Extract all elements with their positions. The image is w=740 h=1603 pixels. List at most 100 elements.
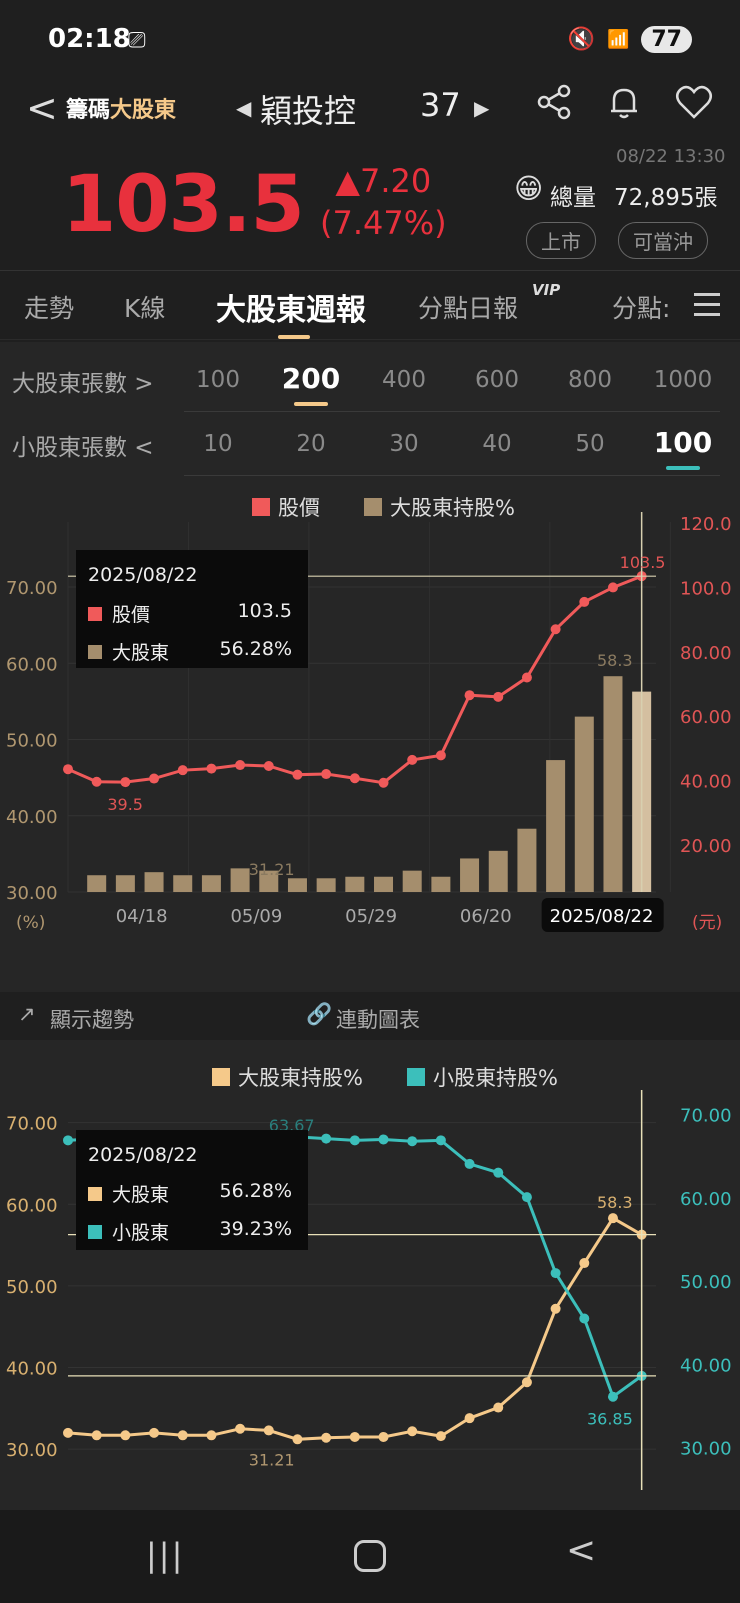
price-point	[292, 769, 303, 780]
small-opt-30[interactable]: 30	[389, 431, 419, 457]
tab-kline[interactable]: K線	[124, 294, 166, 323]
change-value: ▲7.20	[335, 162, 432, 200]
home-icon[interactable]	[354, 1540, 386, 1572]
price-holding-chart[interactable]: 70.00 60.00 50.00 40.00 30.00 120.0 100.0 80.00…	[0, 512, 740, 992]
link-icon[interactable]: 🔗	[306, 1002, 333, 1026]
big-opt-1000[interactable]: 1000	[653, 367, 713, 393]
small-opt-100[interactable]: 100	[653, 426, 713, 459]
price-point	[263, 761, 274, 771]
tooltip-date: 2025/08/22	[88, 1144, 198, 1166]
volume-value: 72,895張	[614, 185, 718, 211]
annotation-min-minor: 36.85	[587, 1410, 633, 1429]
price-point	[149, 773, 160, 784]
major-holder-point	[292, 1434, 303, 1445]
back-nav-icon[interactable]: <	[566, 1530, 597, 1571]
major-holder-line	[67, 1216, 643, 1441]
right-axis-unit: (元)	[692, 913, 722, 933]
price-point	[91, 776, 102, 787]
minor-holder-point	[435, 1135, 446, 1146]
small-selected-indicator	[666, 466, 700, 470]
chart1-legend: 股價 大股東持股%	[252, 492, 515, 522]
show-trend-link[interactable]: 顯示趨勢	[50, 1008, 134, 1032]
major-holder-point	[607, 1213, 618, 1224]
holding-bar	[431, 876, 451, 892]
volume-label: 總量	[550, 185, 596, 211]
tooltip-label: 小股東	[112, 1222, 170, 1244]
big-opt-400[interactable]: 400	[382, 367, 426, 393]
left-axis-tick: 30.00	[6, 1440, 58, 1461]
prev-stock-icon[interactable]: ◀	[236, 96, 252, 120]
menu-icon[interactable]	[694, 293, 720, 316]
price-point	[607, 582, 618, 593]
small-opt-10[interactable]: 10	[203, 431, 233, 457]
left-axis-tick: 40.00	[6, 807, 58, 828]
tab-branch-daily[interactable]: 分點日報	[418, 294, 519, 323]
annotation-price: 103.5	[620, 553, 666, 572]
heart-icon[interactable]	[672, 80, 716, 124]
trend-icon[interactable]: ↗	[18, 1002, 36, 1026]
tooltip-value: 103.5	[237, 600, 292, 622]
holders-compare-panel: 大股東持股% 小股東持股% 70.00 60.00 50.00 40.00 30.00 7…	[0, 1040, 740, 1510]
big-opt-100[interactable]: 100	[196, 367, 240, 393]
bell-icon[interactable]	[602, 80, 646, 124]
holding-bar	[574, 716, 594, 892]
price-point	[63, 764, 73, 775]
right-axis-tick: 30.00	[680, 1439, 732, 1460]
holders-compare-chart[interactable]: 70.00 60.00 50.00 40.00 30.00 70.00 60.00 50.00…	[0, 1090, 740, 1510]
big-holder-label: 大股東張數 >	[12, 371, 154, 397]
annotation-min-holding: 31.21	[249, 860, 295, 879]
battery-indicator: 77	[641, 26, 692, 53]
major-holder-point	[177, 1430, 188, 1441]
tab-major-holders[interactable]: 大股東週報	[216, 293, 366, 328]
tab-trend[interactable]: 走勢	[24, 294, 75, 323]
tab-branch[interactable]: 分點:	[612, 294, 671, 323]
left-axis-unit: (%)	[16, 913, 45, 933]
linked-chart-link[interactable]: 連動圖表	[336, 1008, 420, 1032]
major-holder-point	[550, 1303, 561, 1314]
vip-badge: VIP	[532, 281, 561, 299]
minor-holder-point	[464, 1158, 475, 1169]
price-point	[349, 773, 360, 784]
x-axis-tick: 05/29	[345, 906, 397, 927]
small-holder-selector: 小股東張數 < 10 20 30 40 50 100	[0, 416, 740, 476]
tooltip-label: 大股東	[112, 642, 170, 664]
major-holder-point	[120, 1430, 131, 1441]
left-axis-tick: 70.00	[6, 578, 58, 599]
holding-bar	[460, 858, 480, 892]
big-opt-800[interactable]: 800	[568, 367, 612, 393]
chart-options-bar: ↗ 顯示趨勢 🔗 連動圖表	[0, 992, 740, 1040]
brand-main: 大股東	[110, 98, 177, 123]
tooltip-swatch	[88, 1186, 102, 1201]
right-axis-tick: 40.00	[680, 1355, 732, 1376]
x-axis-badge: 2025/08/22	[550, 906, 654, 927]
status-time: 02:18	[48, 24, 131, 54]
tooltip-date: 2025/08/22	[88, 564, 198, 586]
back-button[interactable]: <	[26, 86, 58, 130]
legend-price: 股價	[278, 496, 320, 520]
small-opt-20[interactable]: 20	[296, 431, 326, 457]
right-axis-tick: 20.00	[680, 836, 732, 857]
price-point	[321, 769, 332, 780]
major-holder-point	[63, 1427, 73, 1438]
tooltip-swatch	[88, 644, 102, 659]
x-axis-badge-bg	[541, 898, 664, 932]
major-holder-point	[493, 1402, 504, 1413]
next-stock-icon[interactable]: ▶	[474, 96, 490, 120]
big-holder-selector: 大股東張數 > 100 200 400 600 800 1000	[0, 352, 740, 412]
status-icons: 🔇 📶 77	[568, 26, 692, 53]
price-point	[120, 777, 131, 788]
tooltip-swatch	[88, 1224, 102, 1239]
annotation-min-major: 31.21	[249, 1450, 295, 1469]
big-opt-200[interactable]: 200	[281, 362, 341, 395]
quote-datetime: 08/22 13:30	[616, 146, 726, 167]
big-opt-600[interactable]: 600	[475, 367, 519, 393]
share-icon[interactable]	[532, 80, 576, 124]
small-opt-50[interactable]: 50	[575, 431, 605, 457]
small-opt-40[interactable]: 40	[482, 431, 512, 457]
major-holder-point	[321, 1432, 332, 1443]
holding-bar	[173, 875, 193, 892]
annotation-min-price: 39.5	[107, 795, 143, 814]
recent-apps-icon[interactable]: |||	[146, 1536, 185, 1574]
annotation-max-holding: 58.3	[597, 651, 633, 670]
big-selected-indicator	[294, 402, 328, 406]
